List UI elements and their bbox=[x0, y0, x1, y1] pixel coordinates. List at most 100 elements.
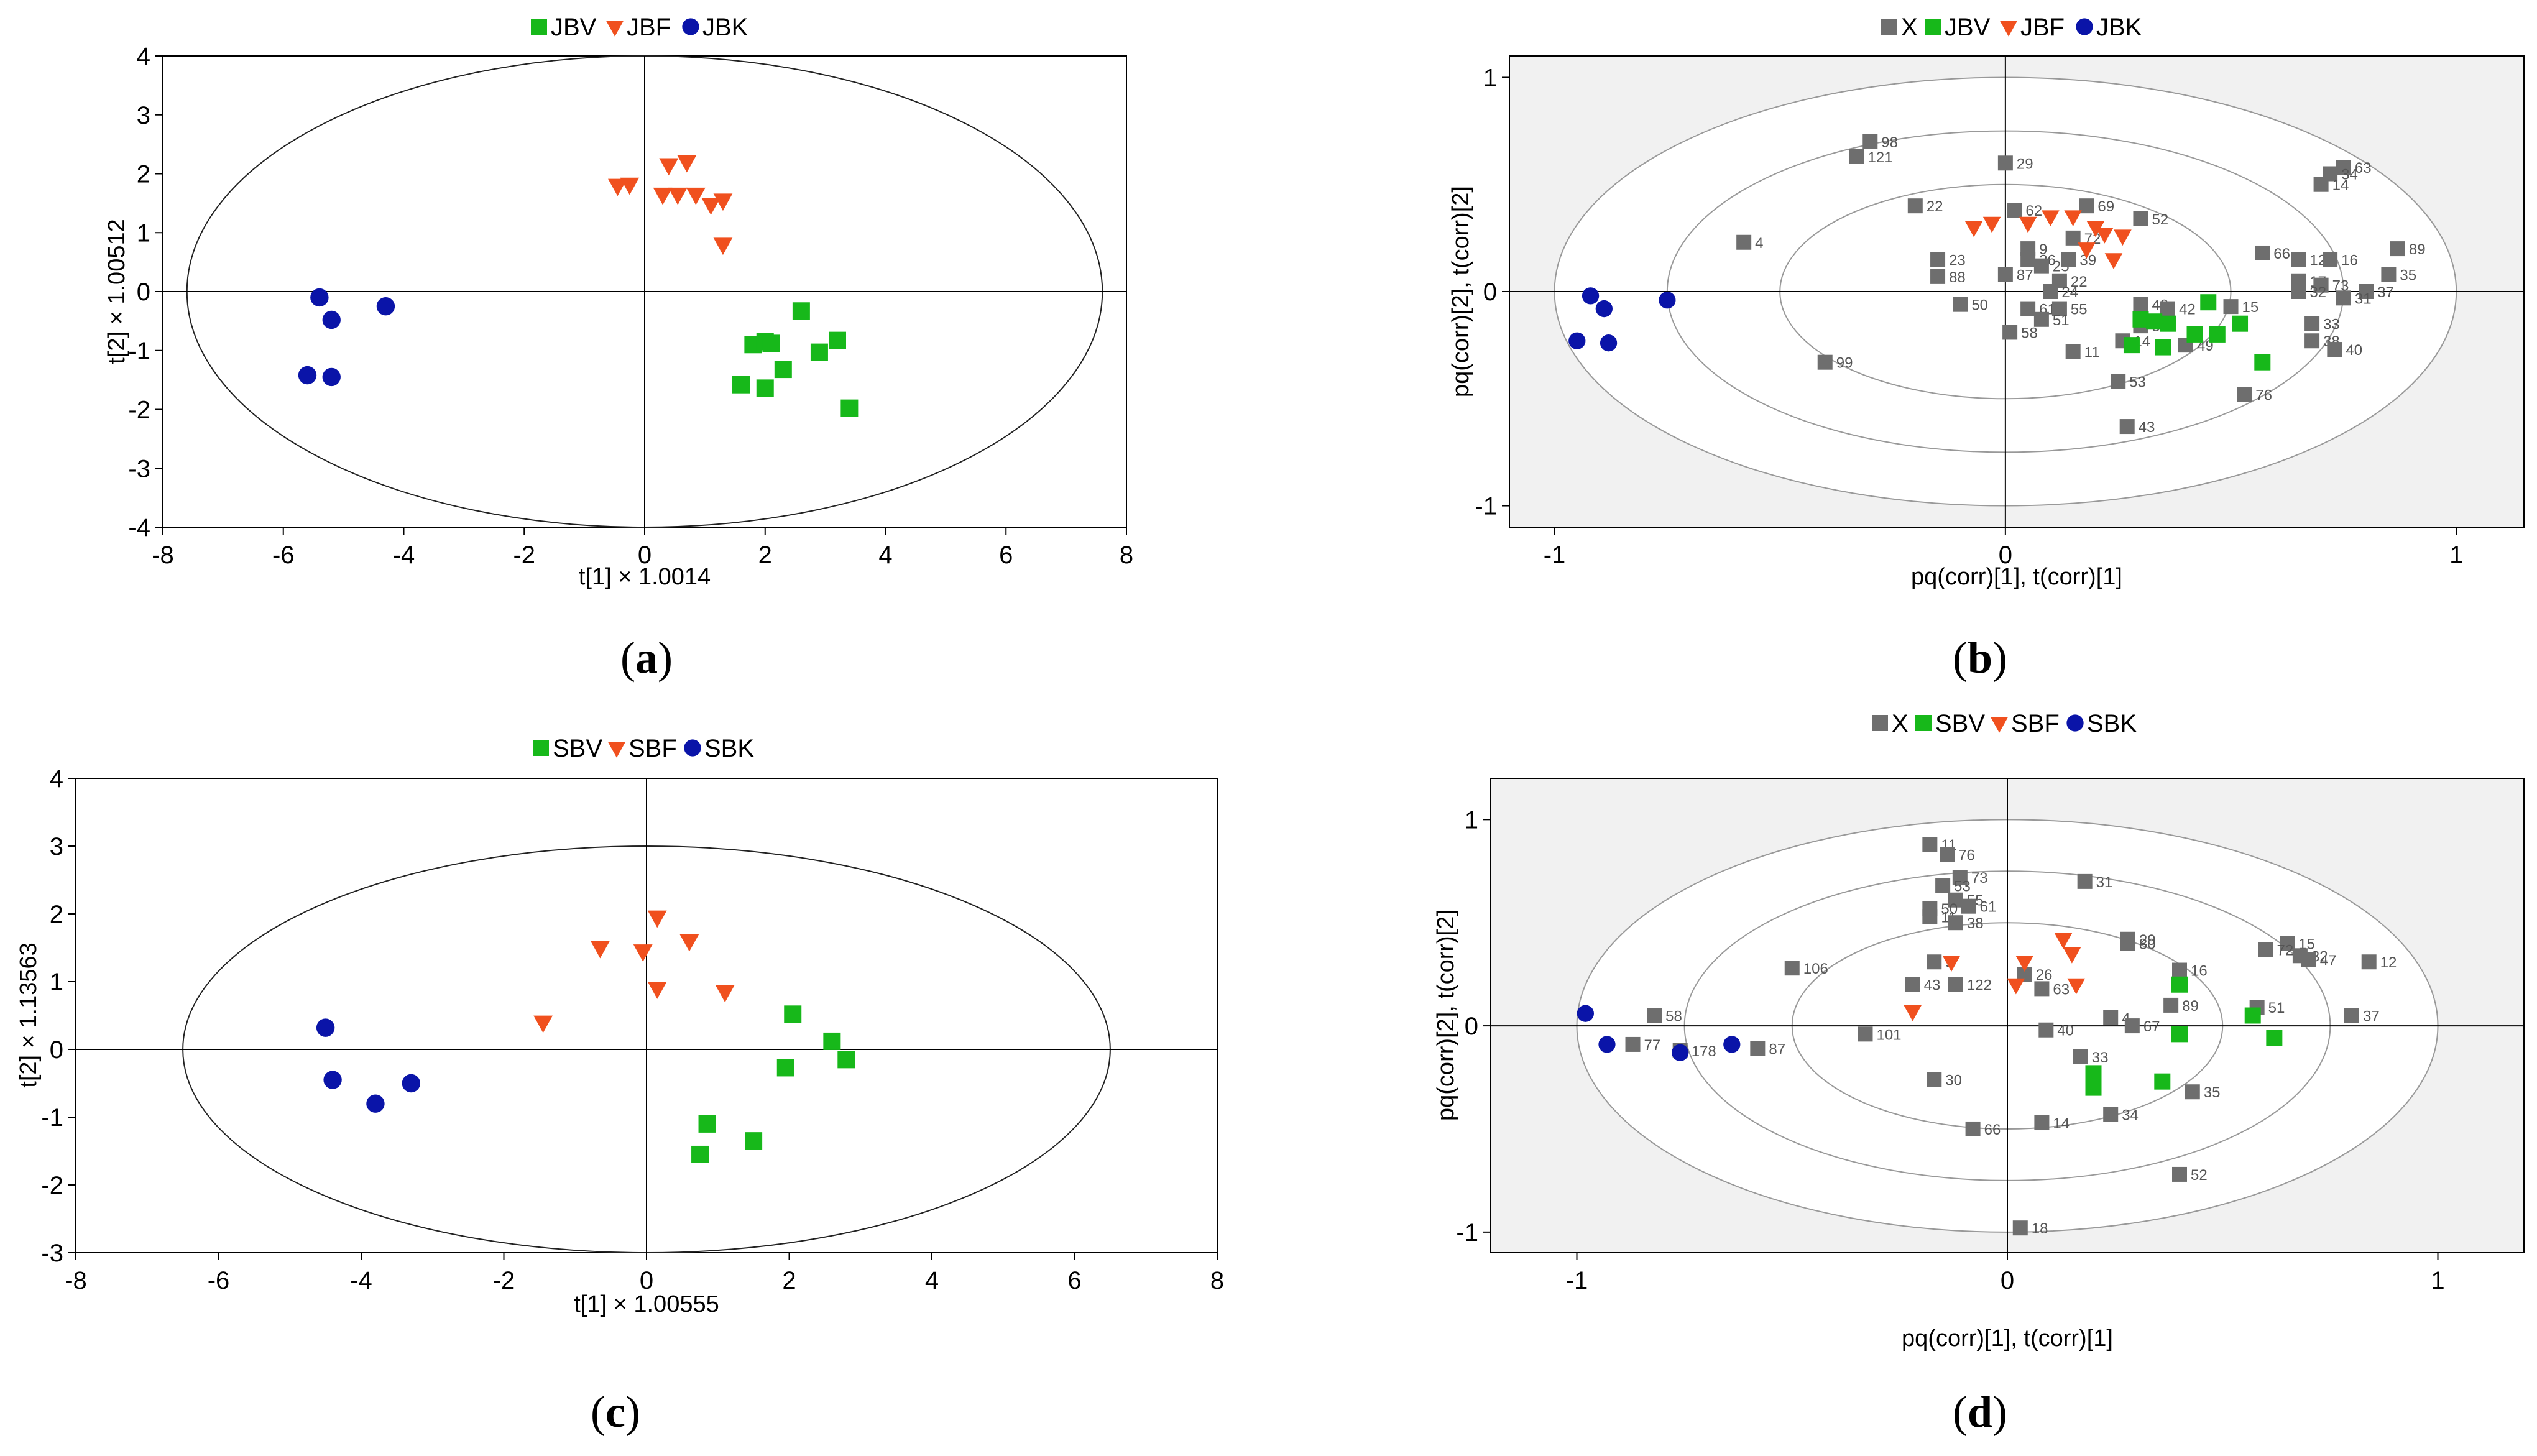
panel-d: -1 0 1 -1 0 1 pq(corr)[1], t(corr)[1] pq(corr)[… bbox=[1433, 710, 2525, 1437]
point-label: 52 bbox=[2152, 211, 2168, 228]
point-sbk bbox=[1577, 1005, 1595, 1022]
point-label: 24 bbox=[2061, 284, 2078, 301]
point-sbf bbox=[533, 1015, 553, 1033]
point-label: 76 bbox=[2255, 387, 2272, 403]
legend-label: SBV bbox=[553, 735, 602, 762]
point-x bbox=[2344, 1008, 2359, 1023]
point-sbk bbox=[1598, 1036, 1616, 1053]
point-label: 15 bbox=[2242, 299, 2259, 316]
point-label: 11 bbox=[2084, 344, 2100, 361]
point-jbf bbox=[608, 178, 627, 196]
x-tick-label: 1 bbox=[2431, 1267, 2444, 1294]
y-tick-label: -4 bbox=[128, 514, 150, 541]
point-x bbox=[2061, 252, 2076, 267]
point-x bbox=[2327, 342, 2342, 357]
point-label: 58 bbox=[2021, 325, 2038, 341]
point-label: 89 bbox=[2182, 998, 2199, 1015]
x-axis-label: pq(corr)[1], t(corr)[1] bbox=[1902, 1325, 2113, 1352]
point-label: 29 bbox=[2139, 932, 2156, 949]
point-sbv bbox=[2171, 1026, 2188, 1043]
legend-label: X bbox=[1901, 14, 1918, 41]
point-sbf bbox=[2067, 978, 2086, 995]
point-jbv bbox=[756, 379, 774, 397]
point-x bbox=[2323, 252, 2338, 267]
legend-marker-x bbox=[1881, 19, 1897, 35]
legend-label: SBK bbox=[2087, 710, 2137, 737]
y-tick-label: -2 bbox=[128, 397, 150, 424]
point-label: 77 bbox=[1644, 1037, 1661, 1054]
point-x bbox=[1952, 870, 1968, 885]
point-x bbox=[1862, 134, 1878, 149]
point-x bbox=[2065, 344, 2081, 359]
legend-label: SBF bbox=[2011, 710, 2060, 737]
point-label: 12 bbox=[2380, 954, 2397, 971]
point-label: 47 bbox=[2320, 952, 2337, 969]
point-x bbox=[2043, 284, 2058, 299]
y-tick-label: -3 bbox=[128, 455, 150, 482]
point-x bbox=[1849, 149, 1864, 164]
point-x bbox=[2172, 1166, 2187, 1182]
point-x bbox=[1817, 354, 1833, 370]
point-label: 33 bbox=[2323, 316, 2340, 333]
point-x bbox=[2361, 954, 2377, 970]
panel-letter: c bbox=[605, 1387, 625, 1437]
y-tick-label: 0 bbox=[137, 279, 150, 306]
point-label: 34 bbox=[2341, 167, 2358, 183]
point-label: 55 bbox=[2071, 302, 2088, 318]
point-label: 63 bbox=[2053, 981, 2070, 998]
point-x bbox=[1953, 297, 1968, 312]
point-jbf bbox=[2114, 229, 2132, 246]
legend: X SBV SBF SBK bbox=[1872, 710, 2137, 737]
point-label: 87 bbox=[2017, 267, 2033, 283]
legend-marker-jbv bbox=[1925, 19, 1941, 35]
point-jbf bbox=[2086, 221, 2105, 237]
panel-letter: a bbox=[635, 633, 658, 683]
y-tick-label: 0 bbox=[1483, 279, 1497, 306]
panel-letter: d bbox=[1968, 1387, 1992, 1437]
point-x bbox=[1997, 267, 2013, 282]
y-axis-label: t[2] × 1.00512 bbox=[104, 219, 130, 364]
y-tick-label: 1 bbox=[137, 219, 150, 247]
point-sbf bbox=[1942, 956, 1961, 972]
legend-label: JBK bbox=[2096, 14, 2142, 41]
point-jbk bbox=[1595, 300, 1613, 318]
point-jbv bbox=[829, 331, 846, 349]
point-jbk bbox=[1568, 332, 1586, 349]
point-sbv bbox=[2085, 1065, 2102, 1082]
x-tick-label: 2 bbox=[758, 541, 772, 569]
point-label: 26 bbox=[2036, 967, 2053, 984]
point-jbv bbox=[762, 334, 780, 352]
point-x bbox=[2223, 299, 2239, 315]
point-jbv bbox=[2146, 313, 2163, 330]
y-tick-label: 0 bbox=[1465, 1013, 1478, 1040]
legend-label: JBF bbox=[2020, 14, 2065, 41]
point-sbf bbox=[633, 944, 653, 962]
panel-c: -8 -6 -4 -2 0 2 4 6 8 -3 -2 -1 0 1 2 3 4 t[1] × 1.00555 t[… bbox=[16, 735, 1224, 1437]
point-label: 121 bbox=[1868, 149, 1893, 166]
point-label: 51 bbox=[2053, 312, 2070, 329]
point-sbk bbox=[316, 1018, 335, 1037]
point-x bbox=[2313, 277, 2329, 293]
point-label: 63 bbox=[2355, 160, 2372, 177]
legend-marker-sbf bbox=[607, 741, 626, 758]
point-label: 122 bbox=[1967, 977, 1992, 994]
point-x bbox=[1736, 234, 1752, 250]
legend-marker-sbv bbox=[533, 740, 549, 756]
point-jbf bbox=[2042, 210, 2060, 227]
point-x bbox=[1930, 269, 1946, 284]
point-x bbox=[2124, 1018, 2140, 1034]
point-x bbox=[2336, 160, 2351, 175]
point-x bbox=[2255, 245, 2270, 260]
point-x bbox=[1784, 961, 1800, 976]
point-label: 37 bbox=[2377, 284, 2394, 301]
point-x bbox=[2133, 297, 2148, 312]
panel-label: (d) bbox=[1953, 1387, 2007, 1437]
point-label: 62 bbox=[2025, 203, 2042, 219]
point-sbv bbox=[837, 1051, 855, 1069]
point-x bbox=[1927, 1072, 1942, 1087]
point-x bbox=[2103, 1107, 2119, 1122]
point-label: 72 bbox=[2277, 942, 2294, 959]
point-x bbox=[1907, 198, 1923, 214]
point-x bbox=[2012, 1220, 2028, 1236]
legend-label: JBF bbox=[627, 14, 671, 41]
